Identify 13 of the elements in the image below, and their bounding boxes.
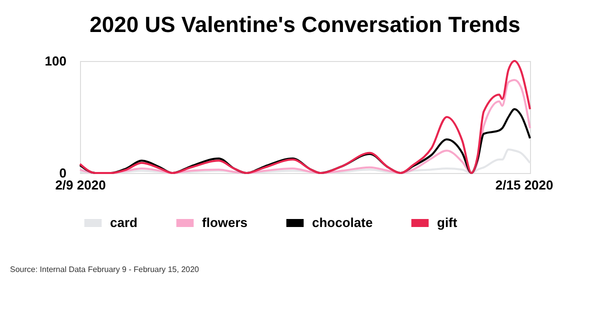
line-series [79,79,531,174]
x-tick-label: 2/15 2020 [495,178,554,192]
line-series [79,108,531,174]
y-tick-label: 100 [44,54,66,68]
chart-title: 2020 US Valentine's Conversation Trends [90,12,520,37]
legend-label: gift [437,215,458,230]
legend-label: card [110,215,138,230]
x-tick-label: 2/9 2020 [55,178,106,192]
legend-label: flowers [202,215,248,230]
y-tick-label: 0 [59,166,66,180]
source-note: Source: Internal Data February 9 - February 15, 2020 [10,265,200,274]
line-series [79,60,531,174]
legend-label: chocolate [312,215,373,230]
